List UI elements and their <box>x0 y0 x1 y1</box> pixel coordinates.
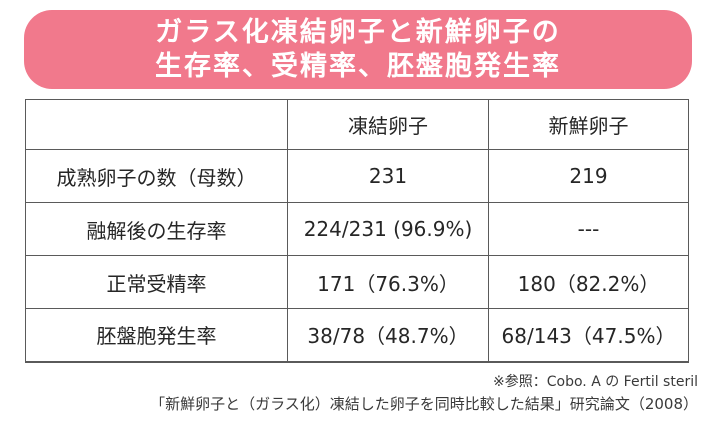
title-banner: ガラス化凍結卵子と新鮮卵子の 生存率、受精率、胚盤胞発生率 <box>24 10 692 89</box>
row-label: 胚盤胞発生率 <box>25 308 288 363</box>
col-header-fresh: 新鮮卵子 <box>488 99 689 150</box>
table-header-row: 凍結卵子 新鮮卵子 <box>25 99 689 150</box>
cell-frozen: 224/231 (96.9%) <box>287 202 489 256</box>
row-label: 正常受精率 <box>25 255 288 309</box>
cell-fresh: 219 <box>488 149 689 203</box>
cell-frozen: 38/78（48.7%） <box>287 308 489 363</box>
cell-fresh: 180（82.2%） <box>488 255 689 309</box>
col-header-frozen: 凍結卵子 <box>287 99 489 150</box>
cell-fresh: 68/143（47.5%） <box>488 308 689 363</box>
cell-frozen: 231 <box>287 149 489 203</box>
table-row: 成熟卵子の数（母数） 231 219 <box>25 149 689 203</box>
reference-note: ※参照：Cobo. A の Fertil steril 「新鮮卵子と（ガラス化）… <box>150 371 698 415</box>
cell-frozen: 171（76.3%） <box>287 255 489 309</box>
reference-line-2: 「新鮮卵子と（ガラス化）凍結した卵子を同時比較した結果」研究論文（2008） <box>150 395 698 413</box>
row-label: 成熟卵子の数（母数） <box>25 149 288 203</box>
reference-line-1: ※参照：Cobo. A の Fertil steril <box>493 374 698 390</box>
col-header-empty <box>25 99 288 150</box>
table-row: 融解後の生存率 224/231 (96.9%) --- <box>25 202 689 256</box>
title-line-1: ガラス化凍結卵子と新鮮卵子の <box>155 16 561 48</box>
cell-fresh: --- <box>488 202 689 256</box>
row-label: 融解後の生存率 <box>25 202 288 256</box>
table-row: 胚盤胞発生率 38/78（48.7%） 68/143（47.5%） <box>25 308 689 363</box>
table-row: 正常受精率 171（76.3%） 180（82.2%） <box>25 255 689 309</box>
comparison-table: 凍結卵子 新鮮卵子 成熟卵子の数（母数） 231 219 融解後の生存率 224… <box>25 99 689 363</box>
title-line-2: 生存率、受精率、胚盤胞発生率 <box>155 50 561 82</box>
